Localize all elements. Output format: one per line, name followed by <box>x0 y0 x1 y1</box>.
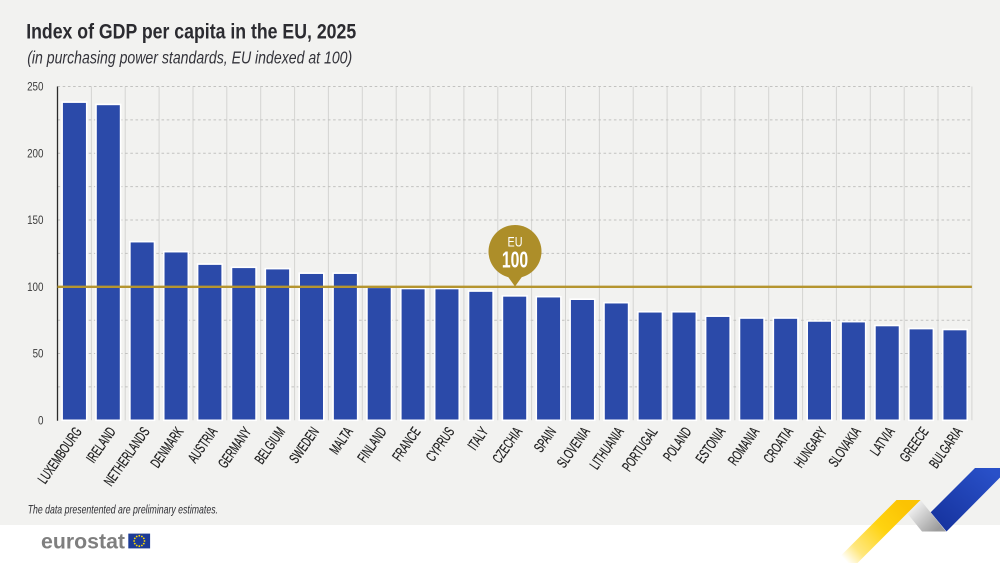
svg-text:FRANCE: FRANCE <box>389 424 424 464</box>
svg-text:LUXEMBOURG: LUXEMBOURG <box>34 424 85 487</box>
svg-text:Index of GDP per capita in the: Index of GDP per capita in the EU, 2025 <box>26 21 356 44</box>
svg-text:DENMARK: DENMARK <box>147 424 187 471</box>
svg-text:200: 200 <box>27 147 43 160</box>
svg-text:250: 250 <box>27 81 43 94</box>
svg-text:SLOVAKIA: SLOVAKIA <box>825 423 865 470</box>
svg-text:ITALY: ITALY <box>464 424 491 453</box>
svg-text:SPAIN: SPAIN <box>530 424 559 456</box>
svg-text:POLAND: POLAND <box>660 424 695 465</box>
svg-text:50: 50 <box>33 348 44 361</box>
svg-text:EU: EU <box>508 233 523 249</box>
svg-text:BELGIUM: BELGIUM <box>251 424 288 467</box>
svg-text:ROMANIA: ROMANIA <box>725 423 764 468</box>
svg-text:FINLAND: FINLAND <box>354 424 390 466</box>
svg-text:0: 0 <box>38 414 44 427</box>
svg-text:PORTUGAL: PORTUGAL <box>619 424 662 475</box>
svg-text:MALTA: MALTA <box>326 423 357 457</box>
svg-text:(in purchasing power standards: (in purchasing power standards, EU index… <box>27 47 352 67</box>
svg-text:BULGARIA: BULGARIA <box>926 423 967 471</box>
svg-text:LATVIA: LATVIA <box>867 423 899 458</box>
svg-text:CZECHIA: CZECHIA <box>489 423 526 466</box>
svg-text:150: 150 <box>27 214 43 227</box>
svg-text:SWEDEN: SWEDEN <box>286 424 323 466</box>
svg-text:eurostat: eurostat <box>41 530 125 554</box>
svg-text:100: 100 <box>502 246 528 272</box>
svg-text:GERMANY: GERMANY <box>215 424 255 471</box>
svg-text:HUNGARY: HUNGARY <box>791 424 831 471</box>
svg-text:The data presentented are prel: The data presentented are preliminary es… <box>28 503 218 516</box>
svg-text:ESTONIA: ESTONIA <box>692 423 729 466</box>
svg-text:CYPRUS: CYPRUS <box>422 424 458 465</box>
svg-text:100: 100 <box>27 281 43 294</box>
